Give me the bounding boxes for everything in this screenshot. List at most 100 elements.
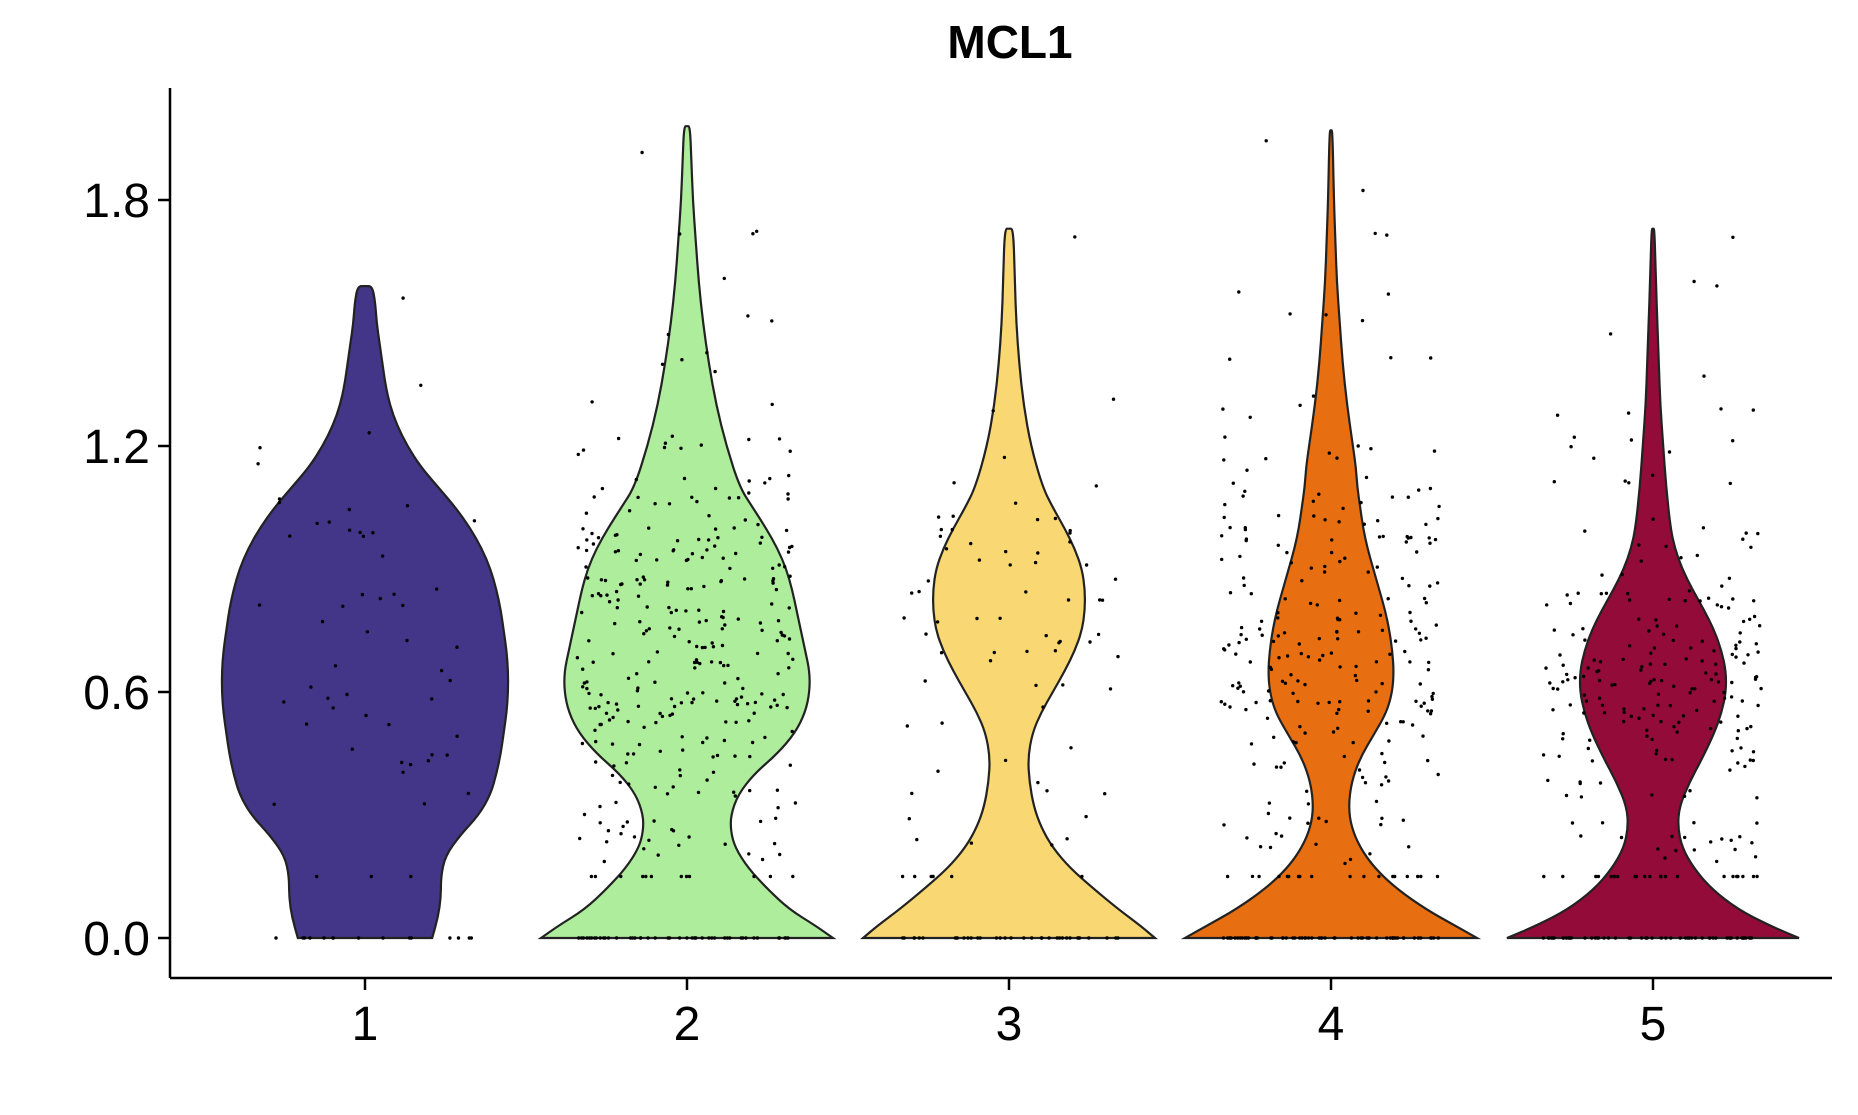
- data-point: [1745, 726, 1749, 731]
- data-point: [1683, 835, 1687, 840]
- data-point: [779, 630, 783, 635]
- data-point: [791, 874, 795, 879]
- data-point: [466, 791, 470, 796]
- data-point-zero: [308, 936, 312, 940]
- data-point: [1419, 704, 1423, 708]
- data-point: [977, 558, 982, 562]
- data-point: [638, 620, 642, 624]
- data-point: [409, 874, 413, 879]
- data-point: [720, 627, 724, 631]
- data-point: [1311, 394, 1316, 398]
- data-point: [1670, 834, 1674, 839]
- data-point: [1303, 731, 1307, 735]
- data-point-zero: [1686, 936, 1690, 940]
- data-point: [790, 729, 794, 734]
- data-point-zero: [1243, 936, 1247, 940]
- data-point: [707, 514, 711, 518]
- data-point-zero: [1714, 936, 1718, 940]
- data-point: [1241, 494, 1245, 498]
- data-point-zero: [1708, 936, 1712, 940]
- data-point: [1360, 775, 1365, 780]
- data-point: [1651, 473, 1655, 477]
- data-point: [705, 351, 709, 355]
- data-point: [1700, 659, 1704, 663]
- data-point-zero: [1332, 936, 1336, 940]
- data-point: [596, 592, 601, 596]
- data-point: [1296, 699, 1300, 704]
- data-point: [1305, 789, 1309, 793]
- data-point: [614, 589, 619, 594]
- data-point: [1572, 435, 1577, 439]
- data-point: [638, 552, 643, 557]
- data-point: [697, 608, 701, 612]
- data-point: [1228, 591, 1233, 595]
- data-point: [1428, 541, 1432, 545]
- data-point-zero: [592, 936, 597, 940]
- data-point: [582, 812, 587, 817]
- data-point: [724, 720, 728, 724]
- data-point: [1223, 502, 1227, 507]
- data-point: [1004, 549, 1008, 554]
- data-point: [1238, 554, 1242, 559]
- data-point: [1755, 796, 1759, 800]
- data-point: [660, 714, 665, 719]
- data-point: [751, 232, 755, 236]
- data-point: [1751, 874, 1756, 879]
- data-point: [1323, 518, 1327, 522]
- data-point: [662, 445, 667, 450]
- data-point: [1342, 754, 1347, 759]
- data-point-zero: [1284, 936, 1288, 940]
- data-point: [400, 760, 404, 765]
- data-point: [938, 534, 943, 538]
- data-point: [929, 874, 933, 879]
- data-point-zero: [1055, 936, 1059, 940]
- data-point: [1360, 318, 1365, 323]
- data-point: [371, 531, 375, 535]
- data-point-zero: [1639, 936, 1644, 940]
- data-point: [448, 678, 452, 683]
- data-point: [1298, 403, 1302, 407]
- data-point: [1271, 639, 1276, 644]
- data-point: [695, 644, 699, 649]
- data-point: [772, 698, 777, 702]
- data-point: [1422, 596, 1427, 601]
- data-point: [1401, 720, 1405, 724]
- data-point: [665, 583, 670, 587]
- data-point: [585, 686, 589, 691]
- data-point: [1045, 789, 1049, 793]
- data-point: [1430, 694, 1434, 699]
- data-point-zero: [692, 936, 696, 940]
- data-point: [580, 741, 585, 746]
- data-point: [1759, 686, 1763, 691]
- data-point: [1053, 649, 1058, 653]
- data-point: [1408, 610, 1412, 615]
- data-point: [350, 747, 354, 751]
- data-point: [711, 645, 716, 649]
- data-point: [1594, 874, 1598, 879]
- data-point: [1663, 856, 1667, 860]
- data-point: [711, 755, 715, 759]
- data-point: [939, 527, 943, 532]
- data-point: [1692, 279, 1696, 284]
- data-point-zero: [1561, 936, 1565, 940]
- data-point: [793, 801, 798, 805]
- data-point: [1387, 739, 1391, 743]
- data-point: [742, 577, 747, 581]
- data-point: [988, 659, 993, 663]
- data-point: [1582, 711, 1586, 715]
- data-point: [1427, 536, 1431, 540]
- data-point: [1426, 758, 1430, 763]
- data-point: [1647, 629, 1651, 633]
- data-point: [910, 791, 914, 796]
- data-point: [726, 663, 730, 668]
- data-point: [752, 874, 756, 879]
- data-point: [969, 841, 974, 845]
- data-point: [1265, 716, 1270, 720]
- data-point: [586, 576, 590, 580]
- data-point: [687, 640, 691, 644]
- data-point: [1433, 537, 1438, 542]
- data-point: [581, 527, 585, 531]
- data-point: [1034, 683, 1038, 688]
- data-point-zero: [1436, 936, 1441, 940]
- data-point: [1317, 636, 1322, 641]
